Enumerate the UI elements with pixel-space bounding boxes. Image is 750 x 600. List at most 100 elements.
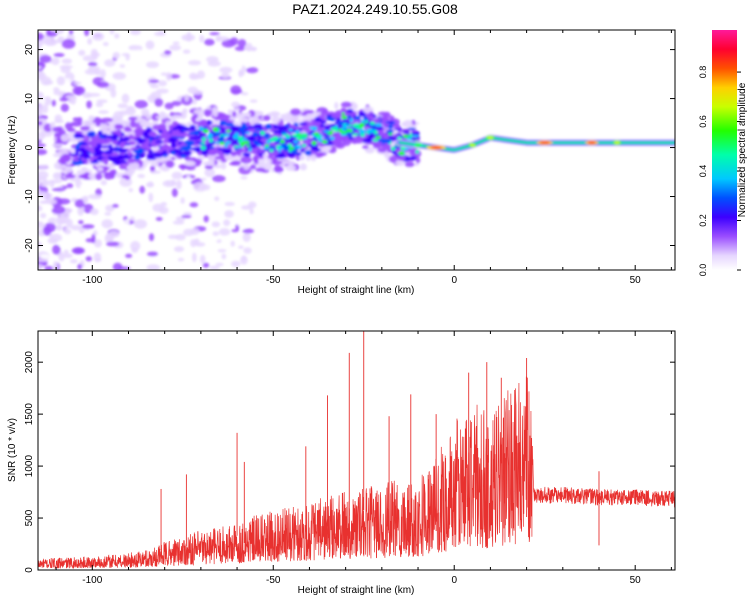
heat-blob — [330, 126, 338, 131]
heat-blob — [206, 120, 213, 125]
heat-blob — [257, 150, 265, 154]
heat-blob — [352, 123, 359, 128]
heat-blob — [401, 128, 411, 132]
heat-blob — [112, 140, 119, 145]
heat-blob — [101, 219, 113, 229]
heat-blob — [192, 121, 203, 125]
heat-blob — [278, 149, 282, 152]
heat-blob — [232, 111, 237, 118]
heat-blob — [118, 138, 127, 142]
heat-blob — [290, 108, 302, 116]
heat-blob — [96, 227, 103, 234]
y-tick-label: 1000 — [24, 455, 35, 478]
heat-blob — [81, 167, 88, 172]
heat-blob — [173, 246, 185, 252]
heat-blob — [127, 151, 133, 157]
heat-blob — [101, 145, 113, 148]
heat-blob — [117, 103, 129, 109]
heat-blob — [62, 153, 70, 158]
y-tick-label: -10 — [24, 189, 35, 204]
heat-blob — [46, 199, 57, 205]
y-tick-label: 0 — [24, 567, 35, 573]
heat-blob — [302, 143, 306, 148]
heat-hotspot — [430, 146, 443, 149]
heat-blob — [358, 125, 363, 128]
heat-blob — [411, 130, 419, 137]
heat-blob — [215, 262, 224, 267]
y-tick-label: 2000 — [24, 351, 35, 374]
heat-blob — [86, 100, 92, 109]
heat-blob — [180, 197, 185, 204]
heat-blob — [245, 131, 250, 135]
heat-blob — [243, 247, 252, 254]
heat-blob — [365, 136, 372, 143]
heat-blob — [398, 151, 405, 156]
colorbar-label: Normalized spectral amplitude — [737, 82, 748, 217]
heat-blob — [71, 158, 80, 162]
heat-blob — [228, 162, 241, 166]
heat-blob — [311, 140, 317, 146]
heat-blob — [175, 179, 182, 190]
heat-blob — [378, 117, 388, 120]
heat-blob — [248, 201, 257, 209]
heat-blob — [153, 31, 166, 37]
heat-blob — [99, 69, 106, 79]
heat-blob — [225, 150, 230, 155]
heat-blob — [363, 115, 368, 120]
heat-blob — [225, 140, 231, 145]
heat-blob — [49, 233, 63, 243]
heat-blob — [134, 130, 139, 136]
heat-blob — [246, 67, 259, 74]
heat-blob — [231, 101, 240, 108]
heat-blob — [130, 135, 137, 141]
heat-blob — [315, 134, 321, 139]
heat-blob — [242, 232, 251, 242]
heat-blob — [364, 120, 369, 124]
heat-blob — [112, 72, 127, 80]
heat-blob — [381, 132, 388, 138]
heat-blob — [39, 55, 52, 63]
heat-blob — [180, 145, 192, 151]
heat-blob — [38, 32, 45, 41]
heat-blob — [269, 148, 274, 153]
heat-blob — [238, 127, 245, 132]
figure-title: PAZ1.2024.249.10.55.G08 — [292, 1, 458, 17]
heat-blob — [242, 255, 247, 261]
heat-blob — [277, 125, 289, 131]
heat-blob — [240, 156, 253, 164]
heat-blob — [415, 156, 421, 164]
heat-blob — [214, 156, 223, 160]
heat-blob — [100, 180, 108, 186]
heat-blob — [271, 156, 278, 162]
heat-blob — [241, 64, 247, 73]
heat-blob — [219, 141, 225, 145]
heat-blob — [372, 142, 382, 149]
heat-blob — [95, 118, 102, 127]
heat-blob — [264, 135, 269, 138]
heat-blob — [172, 220, 185, 225]
heat-blob — [233, 107, 241, 112]
heat-blob — [204, 167, 216, 178]
heat-blob — [78, 220, 84, 225]
heat-blob — [38, 222, 47, 229]
heat-blob — [128, 116, 138, 121]
heat-blob — [194, 242, 206, 247]
heat-blob — [101, 117, 114, 123]
heat-blob — [92, 32, 105, 41]
heat-blob — [51, 187, 66, 192]
heat-blob — [182, 150, 192, 156]
y-tick-label: 0 — [24, 144, 35, 150]
heat-blob — [146, 251, 159, 257]
heat-blob — [79, 134, 84, 139]
heat-hotspot — [487, 136, 494, 140]
spectrogram-y-ticks: -20 -10 0 10 20 — [24, 44, 675, 253]
heat-blob — [205, 162, 216, 166]
heat-blob — [46, 30, 52, 37]
heat-blob — [288, 128, 293, 132]
heat-blob — [171, 114, 183, 119]
heat-blob — [171, 171, 183, 180]
heat-blob — [40, 183, 46, 187]
heat-blob — [281, 130, 287, 134]
heat-blob — [88, 132, 93, 136]
heat-blob — [104, 233, 114, 244]
